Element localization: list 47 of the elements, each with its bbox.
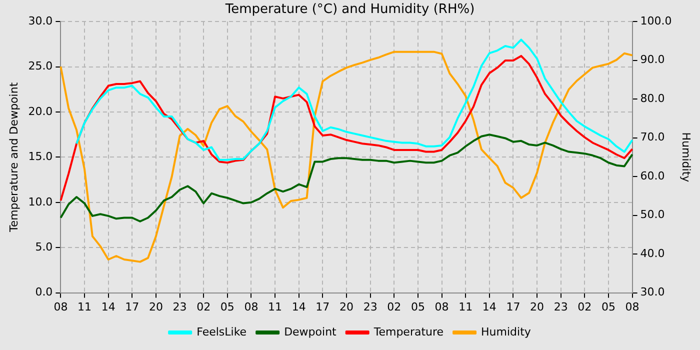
legend-label: Humidity: [481, 325, 532, 338]
x-tick-label: 23: [172, 300, 187, 314]
y-axis-title: Temperature and Dewpoint: [7, 82, 20, 234]
y-tick-label: 15.0: [28, 150, 53, 164]
x-tick-label: 02: [578, 300, 592, 314]
x-tick-label: 14: [482, 300, 496, 314]
y-tick-label: 25.0: [28, 60, 53, 73]
x-tick-label: 14: [292, 300, 306, 314]
x-tick-label: 11: [78, 300, 92, 314]
x-tick-label: 17: [125, 300, 140, 314]
x-tick-label: 14: [101, 300, 116, 314]
y-tick-label: 30.0: [28, 14, 53, 28]
x-tick-label: 17: [316, 300, 330, 314]
x-tick-label: 17: [506, 300, 520, 314]
y2-tick-label: 90.0: [640, 53, 665, 66]
y2-axis-title: Humidity: [680, 132, 693, 183]
y2-tick-label: 50.0: [640, 208, 665, 222]
legend-label: Temperature: [372, 325, 444, 338]
x-tick-label: 23: [554, 300, 568, 314]
legend-label: Dewpoint: [284, 325, 338, 338]
y2-tick-label: 40.0: [640, 246, 665, 260]
x-tick-label: 20: [340, 300, 354, 314]
x-tick-label: 11: [458, 300, 473, 314]
x-tick-label: 20: [148, 300, 163, 314]
x-tick-label: 02: [196, 300, 211, 314]
x-tick-label: 05: [601, 300, 616, 314]
legend-label: FeelsLike: [196, 325, 247, 338]
y-tick-label: 0.0: [35, 286, 53, 299]
chart-title: Temperature (°C) and Humidity (RH%): [224, 2, 475, 18]
y-tick-label: 5.0: [35, 240, 53, 254]
y2-tick-label: 70.0: [640, 130, 665, 144]
y2-tick-label: 60.0: [640, 169, 665, 182]
x-tick-label: 02: [387, 300, 402, 314]
y2-tick-label: 30.0: [640, 286, 665, 299]
x-tick-label: 08: [244, 300, 258, 314]
x-tick-label: 08: [434, 300, 449, 314]
x-tick-label: 05: [220, 300, 234, 314]
x-tick-label: 08: [54, 300, 68, 314]
x-tick-label: 08: [625, 300, 640, 314]
y2-tick-label: 80.0: [640, 92, 665, 105]
x-tick-label: 05: [410, 300, 425, 314]
y-tick-label: 20.0: [28, 104, 53, 118]
x-tick-label: 20: [530, 300, 544, 314]
y2-tick-label: 100.0: [640, 14, 672, 28]
x-tick-label: 23: [363, 300, 378, 314]
x-tick-label: 11: [268, 300, 282, 314]
y-tick-label: 10.0: [28, 195, 53, 208]
